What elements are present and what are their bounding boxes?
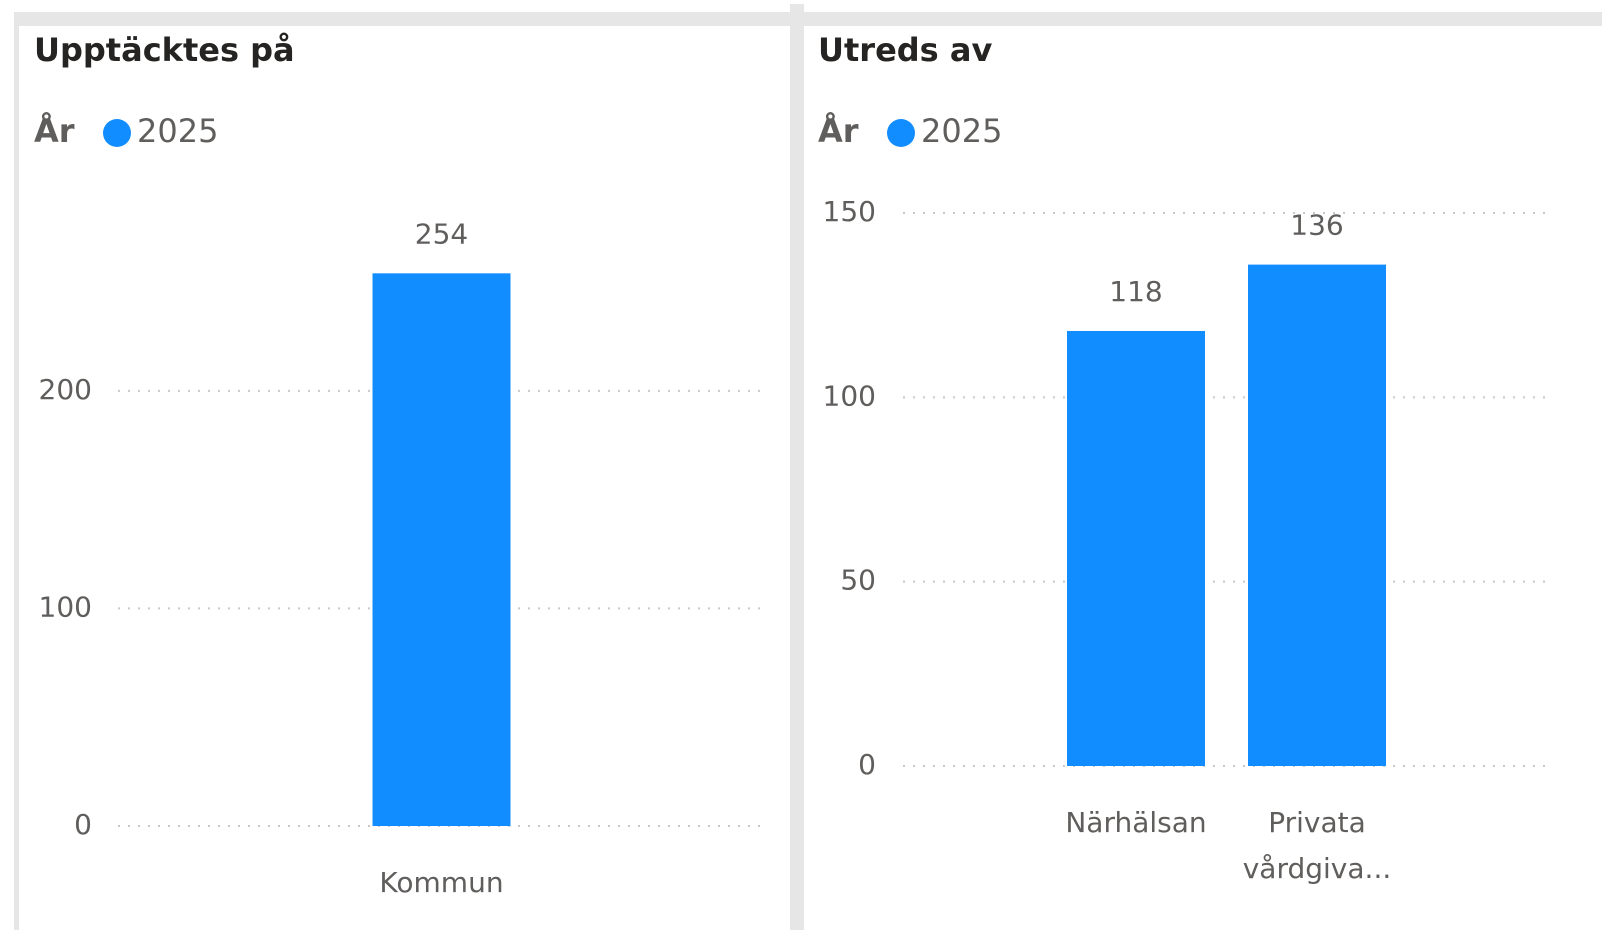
- y-tick-label: 100: [823, 379, 876, 412]
- legend-label: 2025: [921, 112, 1002, 150]
- x-tick-label: Privata vårdgiva...: [1242, 806, 1392, 885]
- bar: [1067, 330, 1205, 766]
- x-tick-label: Närhälsan: [1065, 806, 1207, 839]
- legend-title: År: [818, 112, 859, 150]
- legend-title: År: [34, 112, 75, 150]
- y-tick-label: 100: [39, 590, 92, 623]
- x-tick-label: Kommun: [379, 866, 504, 899]
- data-label: 136: [1290, 209, 1343, 242]
- bar: [1248, 264, 1386, 766]
- y-tick-label: 50: [840, 564, 876, 597]
- y-tick-label: 150: [823, 195, 876, 228]
- y-tick-label: 0: [858, 748, 876, 781]
- left-border: [14, 12, 19, 930]
- chart-title: Utreds av: [818, 31, 992, 69]
- legend-label: 2025: [137, 112, 218, 150]
- chart-title: Upptäcktes på: [34, 31, 295, 69]
- legend-marker: [887, 119, 915, 147]
- data-label: 254: [415, 217, 468, 250]
- panel-separator: [790, 4, 804, 930]
- legend-marker: [103, 119, 131, 147]
- top-band: [14, 12, 1602, 26]
- data-label: 118: [1109, 275, 1162, 308]
- y-tick-label: 0: [74, 808, 92, 841]
- bar: [372, 273, 511, 826]
- y-tick-label: 200: [39, 373, 92, 406]
